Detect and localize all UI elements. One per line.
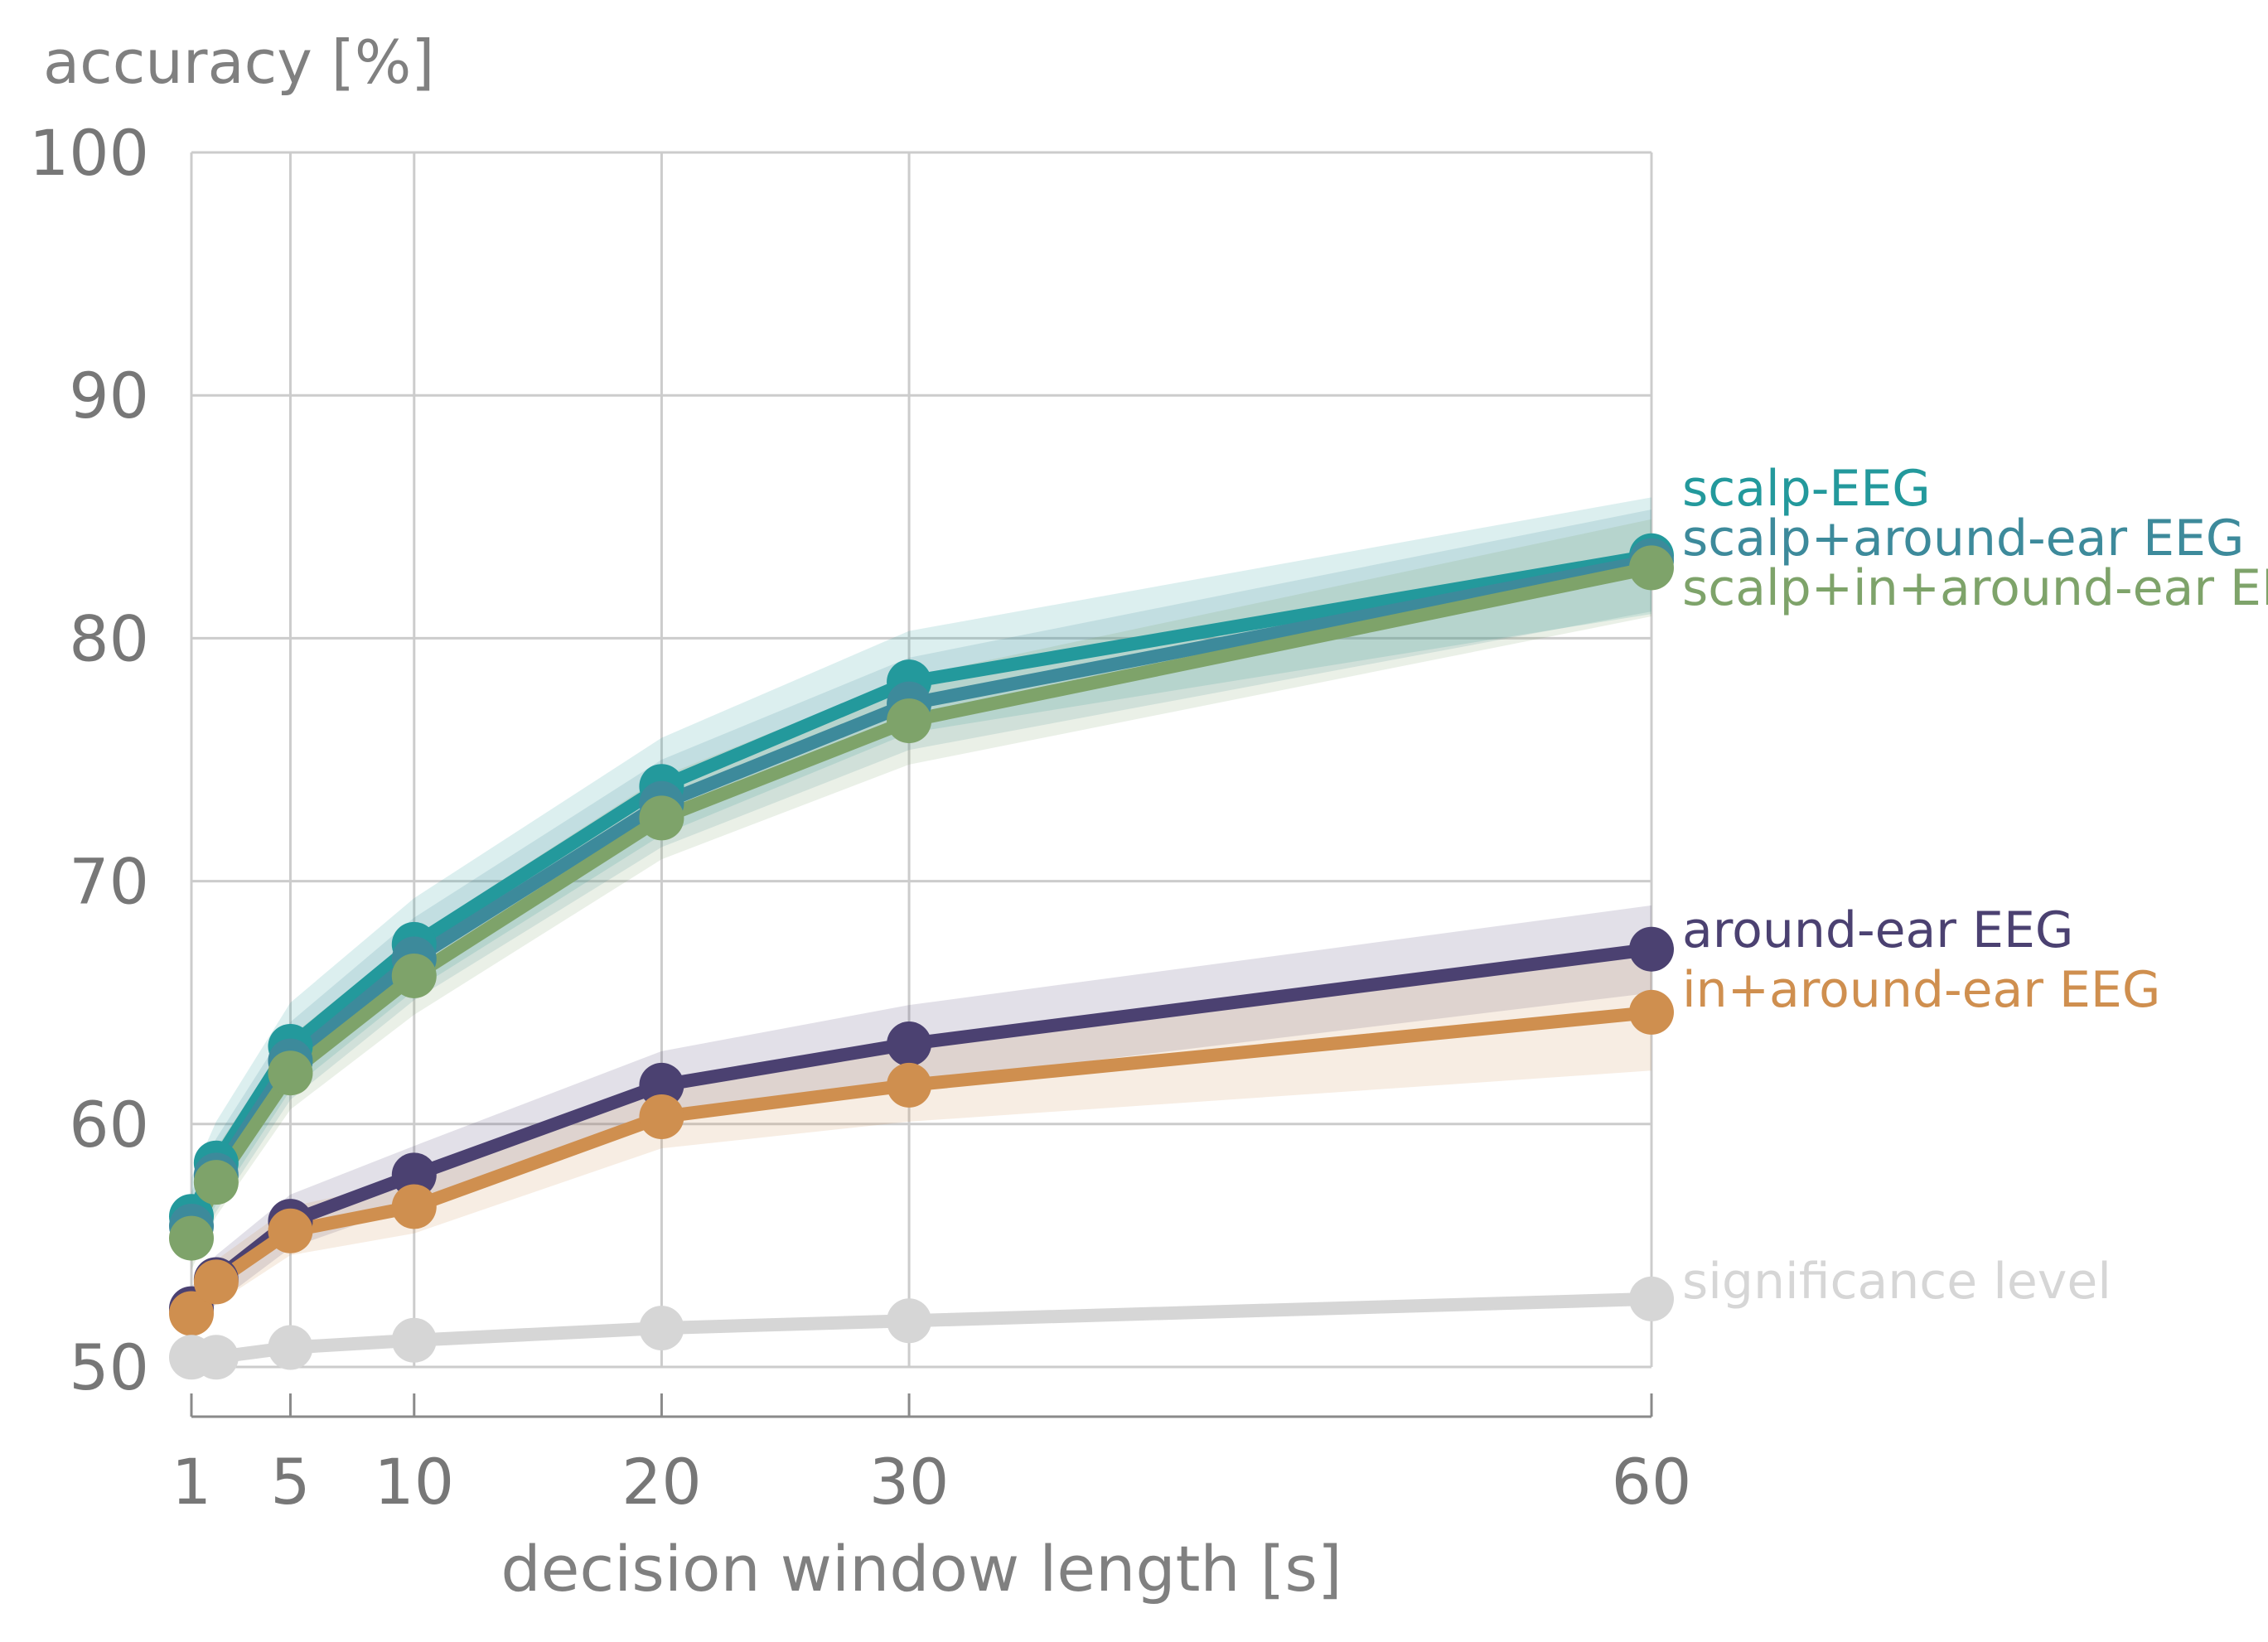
- confidence-band-3: [191, 905, 1651, 1331]
- data-point-3-20: [639, 1062, 684, 1108]
- series-label-0: scalp-EEG: [1682, 460, 1931, 518]
- data-point-2-60: [1629, 545, 1674, 591]
- x-tick-label-30: 30: [869, 1445, 950, 1519]
- series-label-1: scalp+around-ear EEG: [1682, 510, 2244, 567]
- x-tick-label-60: 60: [1612, 1445, 1692, 1519]
- data-point-2-1: [169, 1215, 214, 1261]
- data-point-2-30: [887, 698, 932, 744]
- data-point-3-10: [391, 1152, 437, 1198]
- x-tick-label-10: 10: [374, 1445, 454, 1519]
- y-tick-label-70: 70: [69, 845, 149, 919]
- x-tick-label-1: 1: [172, 1445, 211, 1519]
- y-tick-label-90: 90: [69, 359, 149, 432]
- data-point-2-10: [391, 953, 437, 998]
- data-point-4-20: [639, 1094, 684, 1140]
- data-point-5-2: [193, 1335, 239, 1380]
- data-point-2-20: [639, 795, 684, 841]
- data-point-4-5: [268, 1208, 313, 1253]
- data-point-3-30: [887, 1021, 932, 1067]
- data-point-5-60: [1629, 1276, 1674, 1321]
- data-point-4-30: [887, 1062, 932, 1108]
- y-tick-label-80: 80: [69, 601, 149, 675]
- y-tick-label-50: 50: [69, 1331, 149, 1404]
- y-axis-title: accuracy [%]: [43, 27, 434, 97]
- y-tick-label-100: 100: [29, 116, 149, 190]
- data-point-4-10: [391, 1184, 437, 1229]
- data-point-4-2: [193, 1259, 239, 1305]
- y-tick-label-60: 60: [69, 1088, 149, 1161]
- x-axis-title: decision window length [s]: [501, 1532, 1342, 1606]
- series-label-4: in+around-ear EEG: [1682, 961, 2160, 1019]
- data-point-5-5: [268, 1325, 313, 1370]
- confidence-band-0: [191, 497, 1651, 1256]
- data-point-2-2: [193, 1160, 239, 1205]
- data-point-2-5: [268, 1050, 313, 1096]
- series-label-3: around-ear EEG: [1682, 901, 2073, 959]
- data-point-5-20: [639, 1306, 684, 1351]
- x-tick-label-20: 20: [621, 1445, 702, 1519]
- data-point-3-60: [1629, 926, 1674, 972]
- data-point-4-1: [169, 1291, 214, 1336]
- series-label-5: significance level: [1682, 1253, 2111, 1311]
- data-point-5-10: [391, 1317, 437, 1363]
- data-point-4-60: [1629, 989, 1674, 1035]
- x-tick-label-5: 5: [270, 1445, 310, 1519]
- series-label-2: scalp+in+around-ear EEG: [1682, 559, 2268, 617]
- data-point-5-30: [887, 1298, 932, 1344]
